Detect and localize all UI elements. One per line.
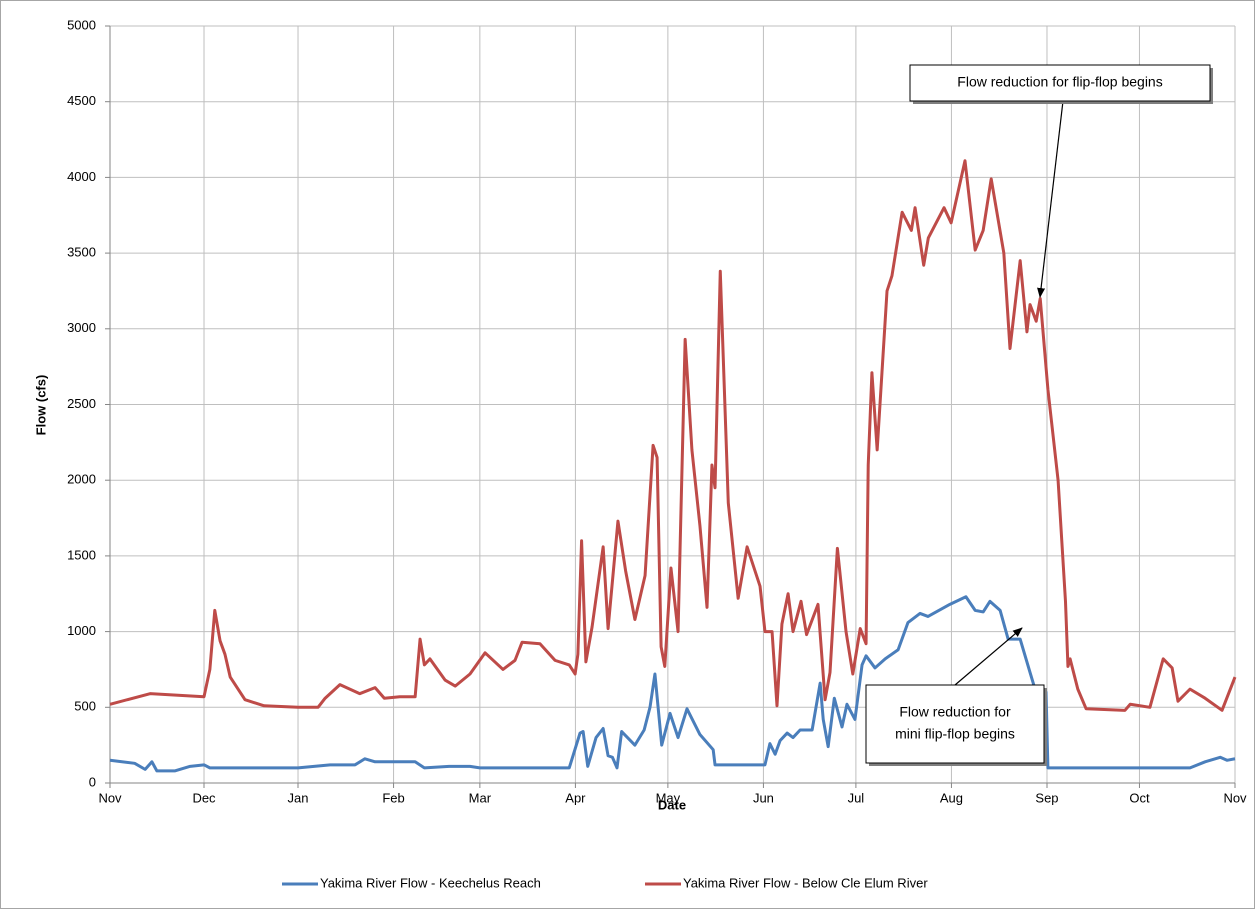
x-tick-label: May [656,790,681,805]
data-line [109,159,1237,712]
y-tick-label: 5000 [67,17,96,32]
data-line [109,595,1236,773]
x-tick-label: Nov [98,790,122,805]
legend-label: Yakima River Flow - Keechelus Reach [320,875,541,890]
y-tick-label: 2000 [67,472,96,487]
x-axis-label: Date [658,797,686,812]
annotation-arrow [954,627,1023,686]
x-tick-label: Aug [940,790,963,805]
annotation-box [909,64,1211,102]
x-tick-label: Jul [848,790,865,805]
x-tick-label: Jun [753,790,774,805]
x-tick-label: Jan [288,790,309,805]
x-tick-label: Oct [1129,790,1150,805]
x-tick-label: Sep [1035,790,1058,805]
x-tick-label: Apr [565,790,586,805]
y-tick-label: 4500 [67,93,96,108]
y-tick-label: 3000 [67,320,96,335]
annotation-box [865,684,1045,764]
x-tick-label: Nov [1223,790,1247,805]
annotation-arrow [1037,100,1064,298]
annotation-text: mini flip-flop begins [895,726,1015,742]
x-tick-label: Dec [192,790,216,805]
legend-label: Yakima River Flow - Below Cle Elum River [683,875,928,890]
x-tick-label: Feb [382,790,404,805]
y-tick-label: 4000 [67,169,96,184]
y-tick-label: 3500 [67,245,96,260]
y-tick-label: 1500 [67,547,96,562]
y-tick-label: 0 [89,774,96,789]
annotation-text: Flow reduction for flip-flop begins [957,74,1162,90]
y-tick-label: 2500 [67,396,96,411]
annotation-text: Flow reduction for [899,704,1011,720]
x-tick-label: Mar [469,790,492,805]
y-tick-label: 1000 [67,623,96,638]
y-axis-label: Flow (cfs) [33,375,48,436]
y-tick-label: 500 [74,699,96,714]
